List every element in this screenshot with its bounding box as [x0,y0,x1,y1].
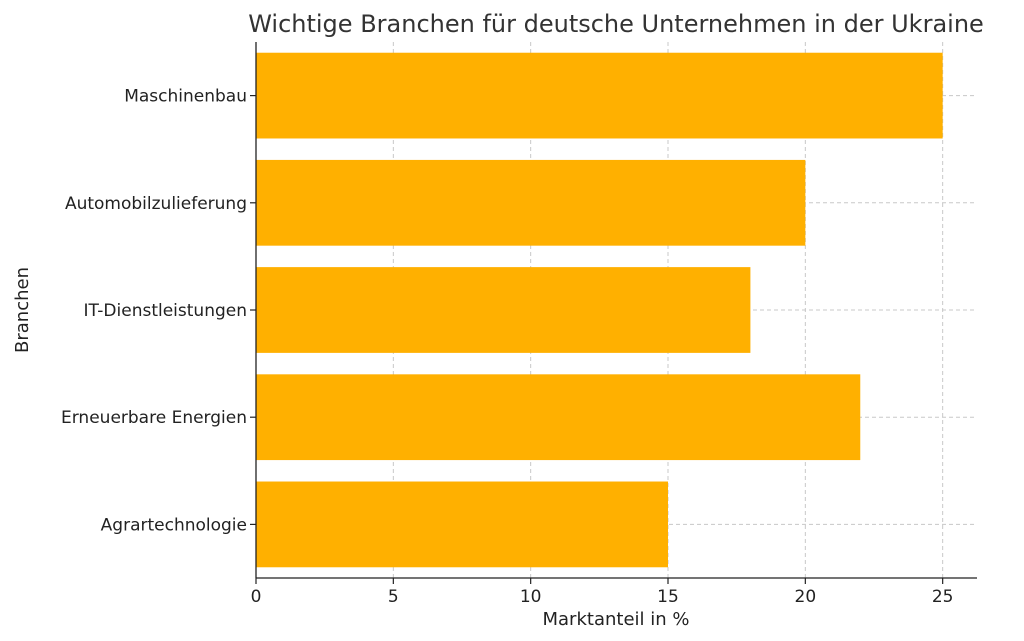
x-tick-label: 10 [520,587,542,607]
bar-it-dienstleistungen [256,267,751,353]
bar-maschinenbau [256,52,943,139]
x-tick-label: 20 [795,587,817,607]
axes: 0 5 10 15 20 25 Maschinenbau Automobilzulieferu… [61,42,977,607]
bar-agrartechnologie [256,481,668,568]
y-tick-label: IT-Dienstleistungen [83,301,247,321]
y-tick-label: Maschinenbau [124,87,247,107]
y-tick-label: Erneuerbare Energien [61,408,247,428]
x-axis-label: Marktanteil in % [543,609,690,630]
bar-automobilzulieferung [256,159,806,246]
chart-title: Wichtige Branchen für deutsche Unternehm… [248,10,984,38]
y-tick-label: Automobilzulieferung [65,194,247,214]
y-axis-label: Branchen [12,267,33,353]
x-tick-label: 15 [657,587,679,607]
x-tick-label: 0 [251,587,262,607]
bars [256,52,943,568]
y-tick-label: Agrartechnologie [101,515,247,535]
x-tick-label: 5 [388,587,399,607]
x-tick-label: 25 [932,587,954,607]
bar-erneuerbare-energien [256,374,861,461]
